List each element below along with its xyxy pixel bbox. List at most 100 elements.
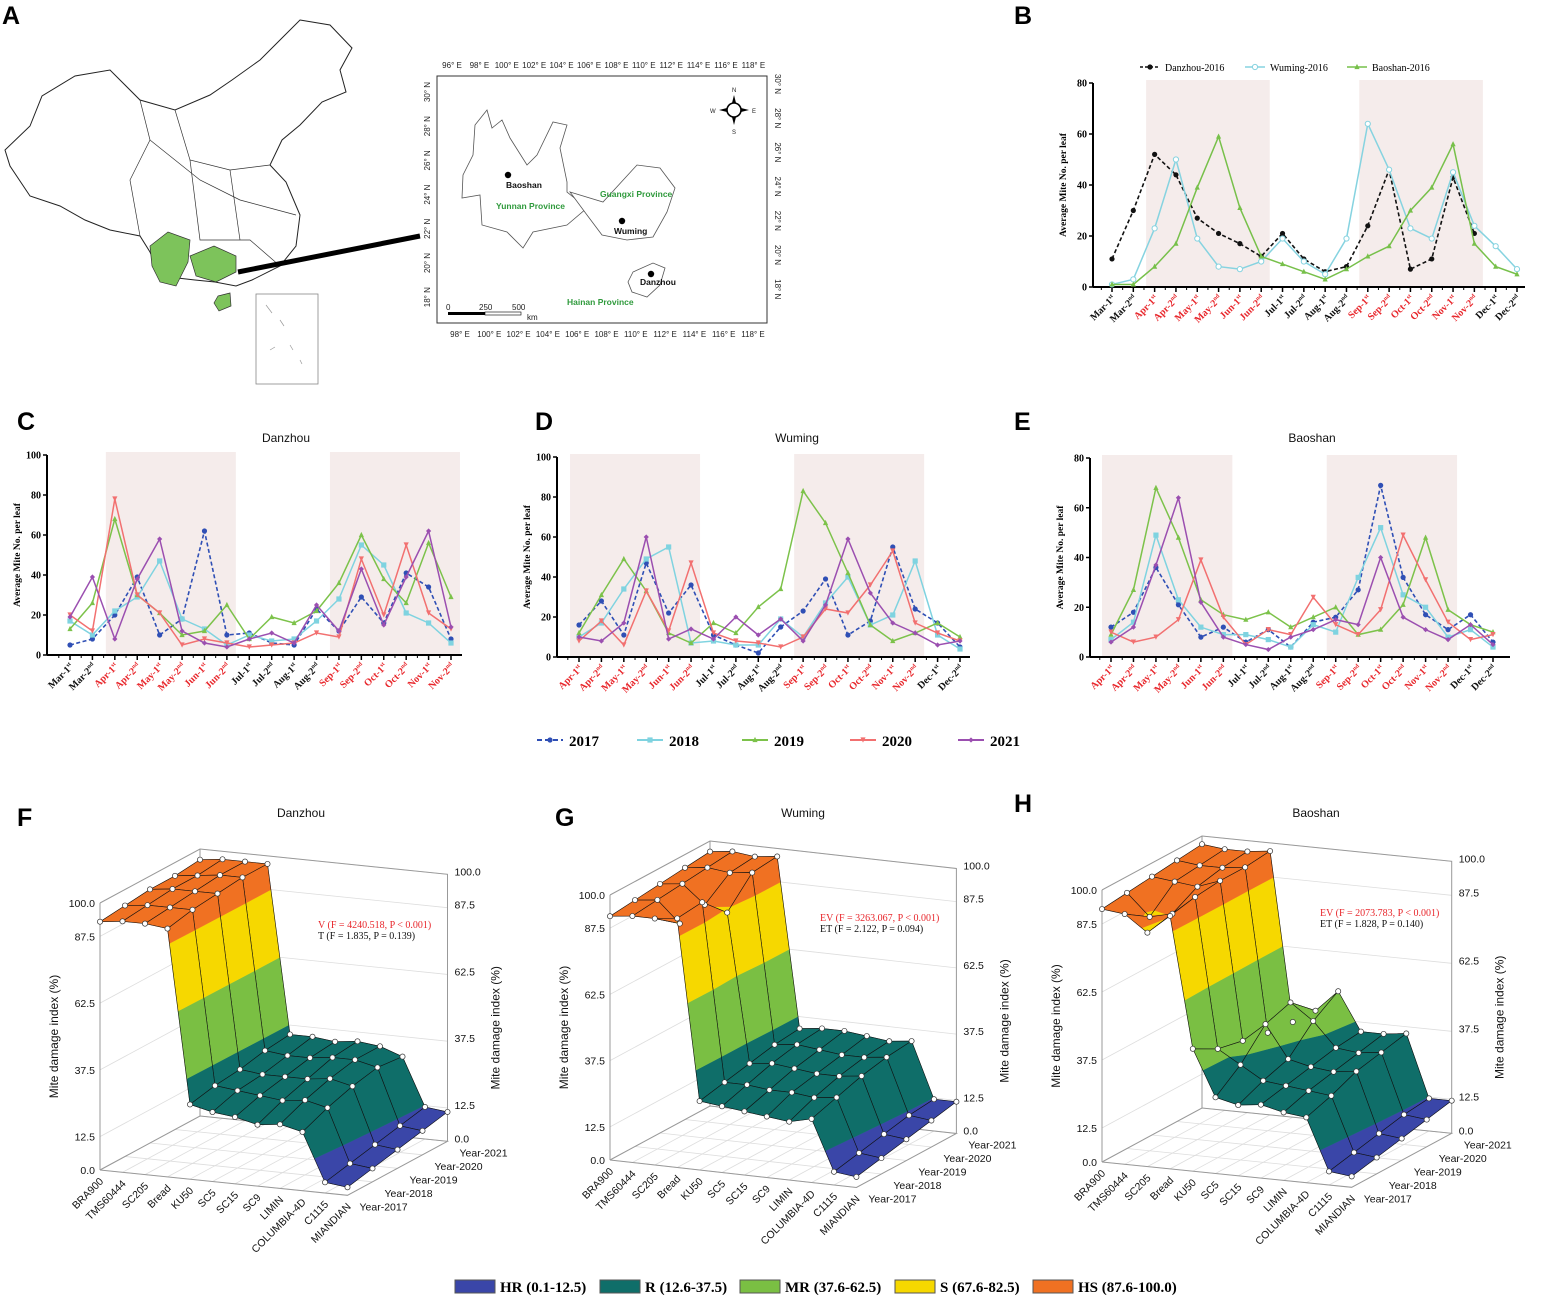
data-point: [1265, 609, 1271, 615]
data-point: [381, 575, 387, 582]
anova-time-result: ET (F = 2.122, P = 0.094): [820, 924, 923, 935]
data-point: [953, 1098, 960, 1105]
data-point: [67, 625, 73, 632]
data-point: [112, 636, 118, 642]
data-point: [336, 596, 342, 602]
data-point: [778, 585, 784, 592]
wuming-label: Wuming: [614, 226, 647, 236]
data-point: [1262, 1021, 1269, 1028]
surface-chart-f: Danzhou 0.0 12.5 37.5 62.5 87.5 100.0 0.0 12.5 37…: [47, 806, 508, 1256]
danzhou-marker: [647, 270, 655, 278]
top-longitude-label: 112° E: [659, 61, 683, 70]
data-point: [831, 1168, 837, 1175]
data-point: [1265, 636, 1271, 643]
data-point: [336, 579, 342, 586]
data-point: [112, 496, 118, 502]
data-point: [89, 636, 96, 642]
data-point: [89, 574, 96, 580]
data-point: [189, 906, 196, 913]
data-point: [1237, 1061, 1244, 1068]
left-latitude-label: 26° N: [423, 150, 432, 170]
data-point: [212, 1082, 218, 1089]
data-point: [444, 1108, 451, 1115]
right-latitude-label: 18° N: [773, 279, 782, 299]
z-tick-label-left: 0.0: [590, 1155, 605, 1167]
year-label: Year-2019: [410, 1174, 458, 1186]
data-point: [598, 598, 605, 604]
data-point: [1258, 258, 1265, 265]
data-point: [257, 1092, 263, 1099]
series-line: [1110, 525, 1494, 648]
data-point: [867, 621, 873, 628]
data-point: [751, 853, 758, 860]
data-point: [1217, 877, 1224, 884]
data-point: [808, 1115, 815, 1122]
data-point: [1130, 619, 1137, 625]
left-latitude-label: 28° N: [423, 116, 432, 136]
chart-title: Baoshan: [1288, 431, 1335, 445]
z-axis-title-right: Mite damage index (%): [1493, 956, 1507, 1079]
data-point: [313, 602, 320, 608]
variety-label: SC15: [723, 1181, 750, 1208]
data-point: [1196, 862, 1203, 869]
data-point: [800, 608, 806, 614]
data-point: [838, 1051, 845, 1058]
scale-label-0: 0: [446, 303, 451, 312]
data-point: [246, 644, 252, 650]
z-axis-title-left: Mite damage index (%): [557, 966, 571, 1089]
z-tick-label-left: 12.5: [585, 1122, 606, 1134]
data-point: [1279, 235, 1286, 242]
z-tick-label-left: 37.5: [585, 1056, 606, 1068]
left-latitude-label: 20° N: [423, 253, 432, 273]
data-point: [1244, 848, 1251, 855]
z-tick-label-right: 12.5: [455, 1100, 476, 1112]
right-latitude-label: 20° N: [773, 245, 782, 265]
series-line: [578, 549, 961, 648]
data-point: [1310, 1018, 1317, 1025]
data-point: [67, 642, 73, 648]
data-point: [242, 858, 248, 865]
legend-marker: [1147, 64, 1153, 70]
data-point: [788, 1089, 795, 1096]
data-point: [187, 1101, 193, 1108]
y-tick-label: 60: [541, 533, 551, 544]
data-point: [1267, 848, 1274, 855]
data-point: [381, 622, 387, 628]
y-tick-label: 20: [1074, 603, 1084, 614]
right-latitude-label: 28° N: [773, 108, 782, 128]
y-tick-label: 0: [36, 651, 41, 662]
y-axis-title: Average Mite No. per leaf: [13, 502, 23, 607]
box-floor: [1101, 1107, 1454, 1188]
data-point: [1400, 592, 1406, 598]
series-line: [578, 544, 961, 654]
data-point: [157, 558, 163, 564]
province-boundary: [189, 159, 281, 267]
legend-marker: [1354, 63, 1360, 70]
hainan-highlight: [213, 292, 232, 312]
y-tick-label: 100: [26, 451, 41, 462]
data-point: [1493, 263, 1499, 269]
data-point: [719, 1103, 725, 1110]
data-point: [1407, 225, 1414, 232]
year-label: Year-2021: [1464, 1139, 1512, 1151]
z-tick-label-right: 87.5: [455, 900, 476, 912]
data-point: [358, 531, 364, 538]
data-point: [324, 1104, 331, 1111]
top-longitude-label: 110° E: [632, 61, 656, 70]
data-point: [425, 584, 432, 590]
data-point: [448, 593, 454, 600]
data-point: [1220, 634, 1226, 640]
data-point: [679, 880, 686, 887]
damage-legend-item: MR (37.6-62.5): [739, 1279, 881, 1296]
variety-label: KU50: [169, 1185, 196, 1212]
data-point: [422, 1104, 428, 1110]
data-point: [134, 592, 140, 598]
data-point: [1175, 617, 1182, 623]
data-point: [741, 1108, 748, 1115]
surface-chart-h: Baoshan 0.0 12.5 37.5 62.5 87.5 100.0 0.0 12.5 37…: [1049, 806, 1512, 1248]
z-tick-label-left: 62.5: [585, 989, 606, 1001]
data-point: [1124, 889, 1130, 896]
series-line: [69, 498, 452, 648]
data-point: [1214, 1045, 1221, 1052]
data-point: [201, 636, 208, 642]
